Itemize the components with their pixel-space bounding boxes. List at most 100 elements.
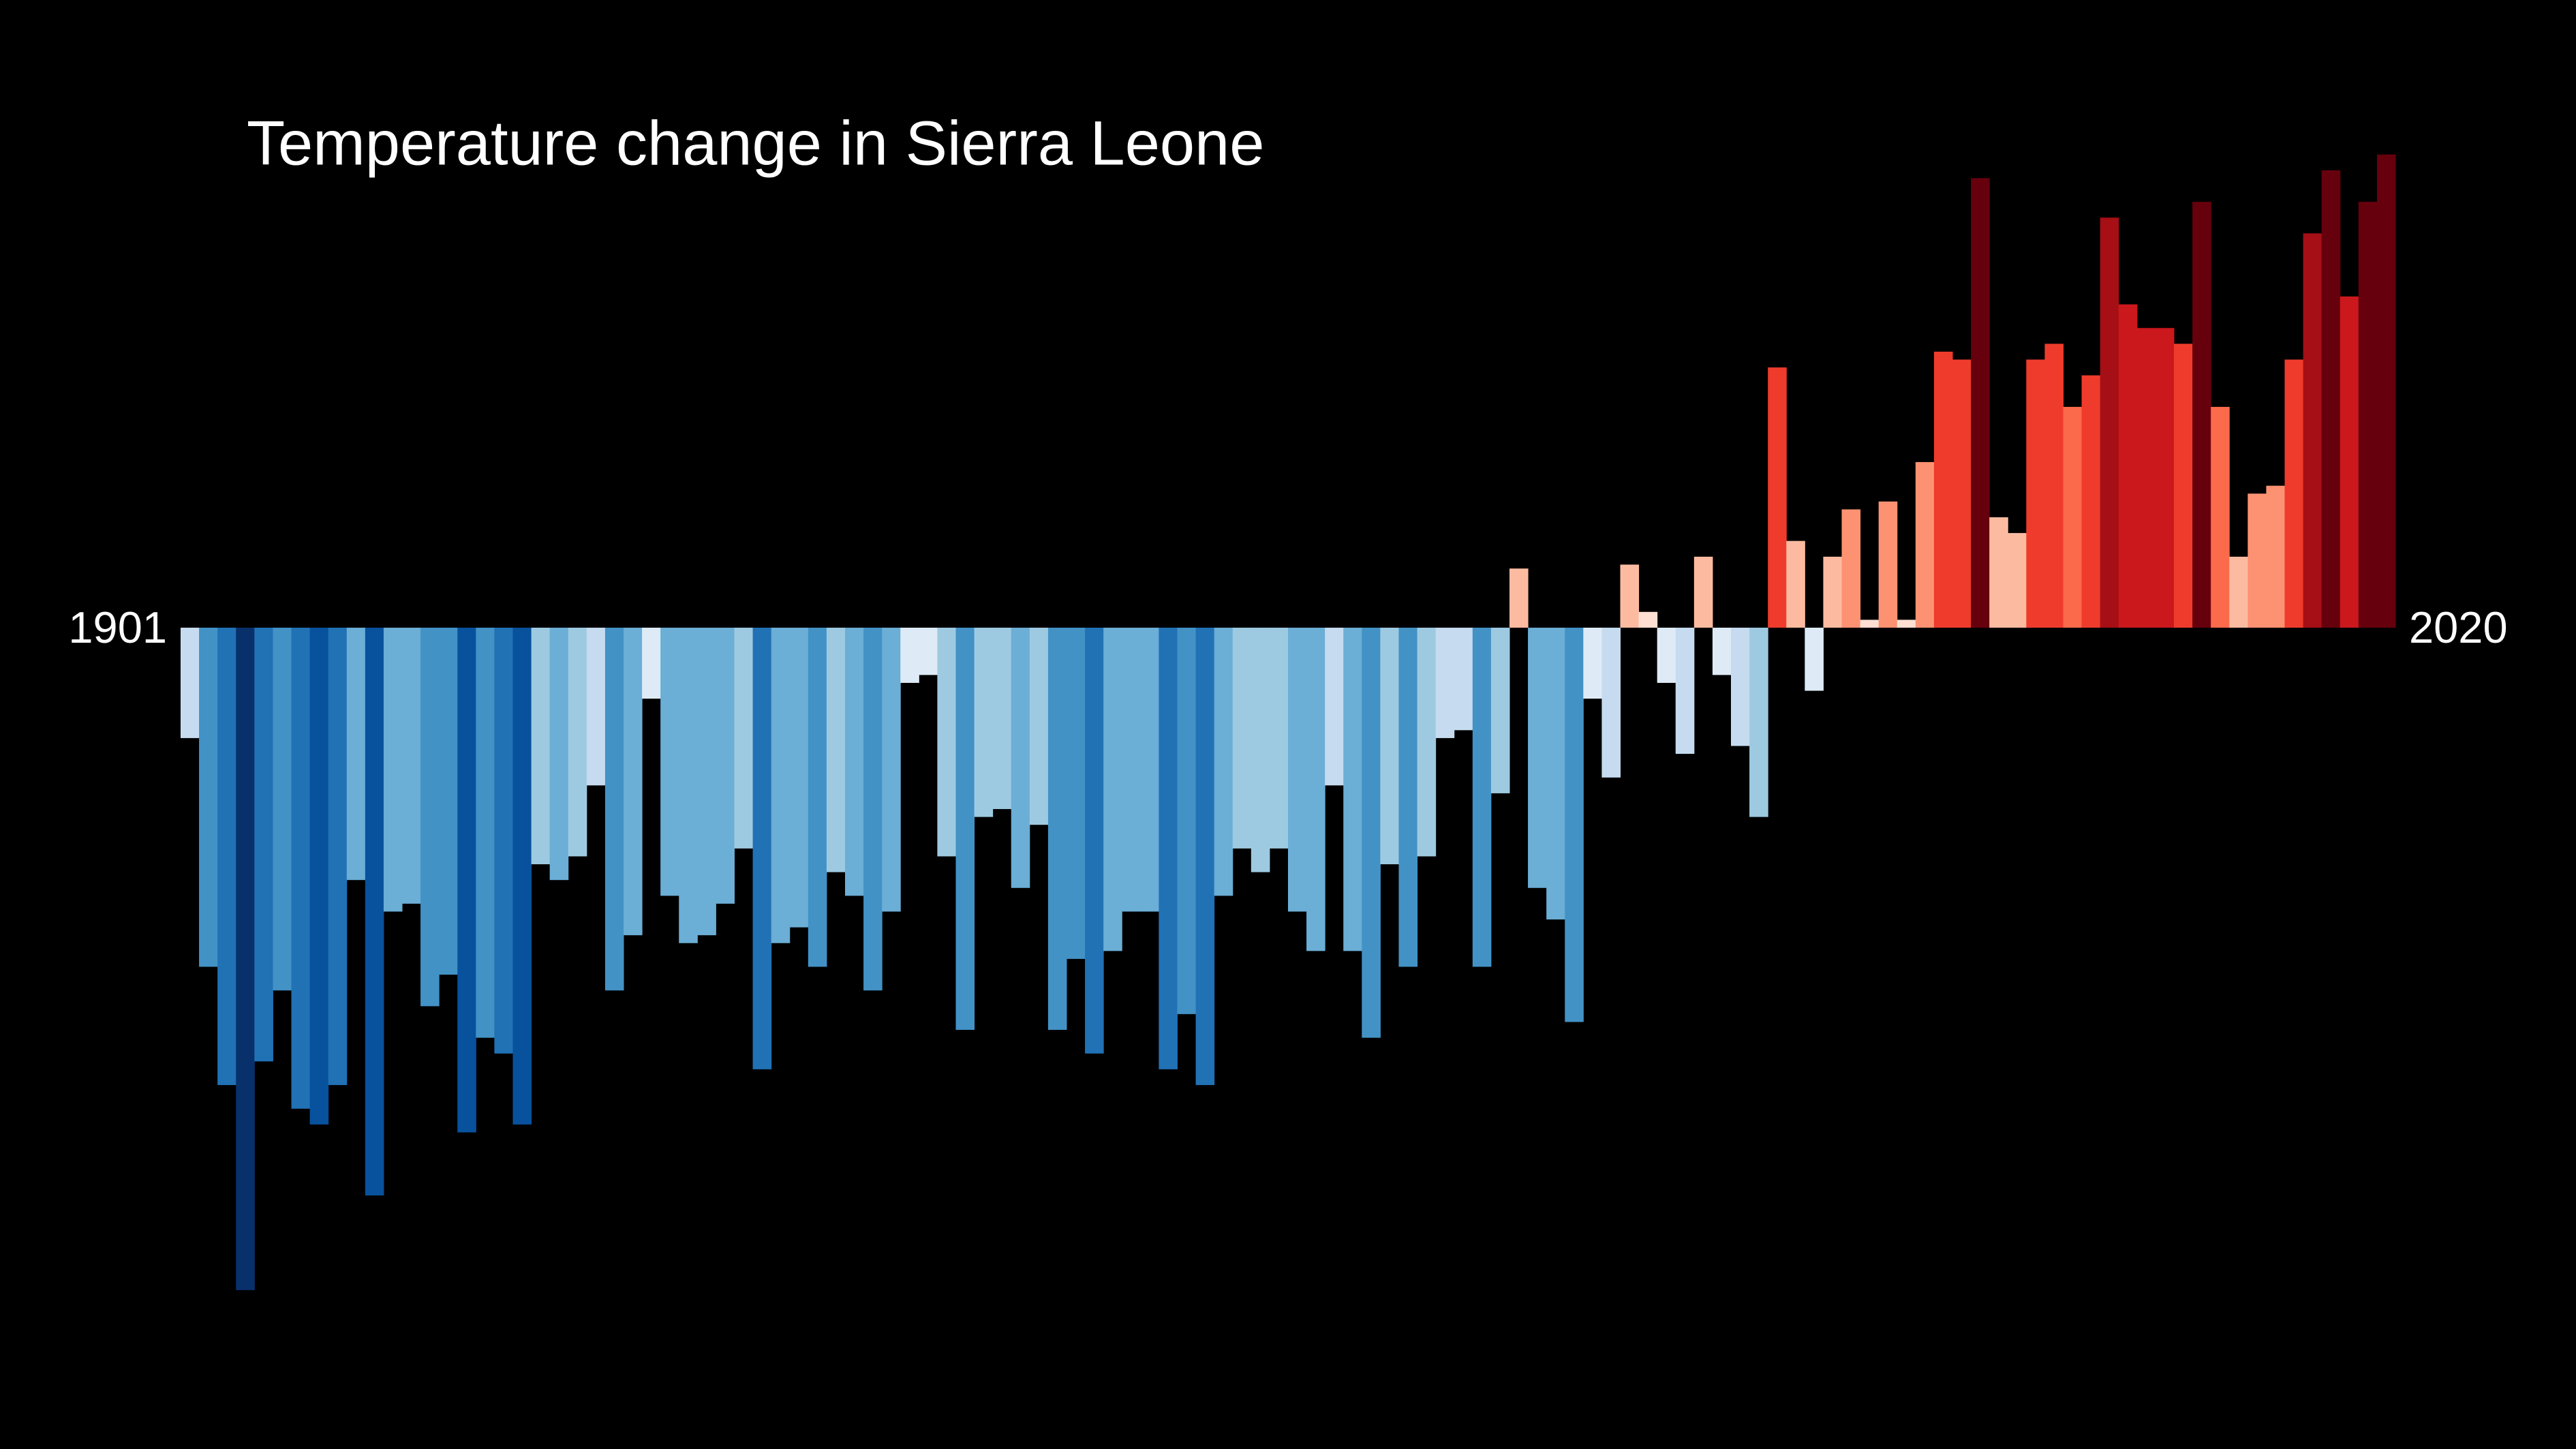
bar: [328, 627, 348, 1086]
bar: [660, 627, 679, 896]
bar: [789, 627, 809, 928]
bar: [604, 627, 624, 991]
bar: [1675, 627, 1695, 754]
bar: [1085, 627, 1104, 1054]
bar: [1878, 501, 1898, 628]
bar: [531, 627, 551, 865]
bar: [2266, 485, 2285, 628]
bar: [1067, 627, 1086, 959]
bar: [365, 627, 384, 1196]
bar: [771, 627, 791, 943]
bar: [1860, 620, 1880, 628]
bar: [2340, 296, 2359, 628]
bar: [1195, 627, 1215, 1086]
bar: [624, 627, 643, 936]
bar: [512, 627, 532, 1125]
bar: [2229, 556, 2248, 628]
bar: [1657, 627, 1676, 683]
bar: [642, 627, 661, 699]
bar: [2192, 202, 2211, 628]
bar: [2008, 533, 2027, 628]
bar: [2063, 406, 2083, 628]
bar: [1583, 627, 1602, 699]
bar: [1509, 568, 1529, 628]
bar: [273, 627, 292, 991]
bar: [2118, 304, 2138, 628]
bar: [1417, 627, 1437, 857]
bar: [2303, 233, 2322, 628]
bar: [199, 627, 218, 967]
bar: [734, 627, 754, 849]
bar: [1011, 627, 1030, 888]
bar: [586, 627, 606, 786]
bar: [1546, 627, 1565, 920]
bar: [1989, 517, 2008, 628]
bar: [863, 627, 883, 991]
bar: [716, 627, 735, 904]
bar: [1768, 367, 1787, 628]
bar: [1159, 627, 1178, 1069]
bar: [1823, 556, 1842, 628]
bar: [1251, 627, 1270, 872]
bar: [826, 627, 846, 872]
bar: [1472, 627, 1492, 967]
bar: [1693, 556, 1713, 628]
bar: [236, 627, 255, 1290]
bar: [217, 627, 236, 1086]
bar: [900, 627, 919, 683]
bar: [1601, 627, 1621, 778]
x-tick-label: 2020: [2409, 603, 2508, 652]
bar: [808, 627, 827, 967]
bar: [1971, 178, 1990, 628]
bar: [752, 627, 772, 1069]
bar: [1122, 627, 1141, 912]
bar: [1047, 627, 1067, 1031]
bar: [1712, 627, 1732, 675]
bar: [1841, 509, 1861, 628]
bar: [1103, 627, 1122, 951]
bar: [2211, 406, 2230, 628]
bar: [2321, 170, 2341, 628]
bar: [402, 627, 421, 904]
bar: [2174, 344, 2193, 628]
x-tick-label: 1901: [68, 603, 167, 652]
bar: [919, 627, 938, 675]
bar: [1288, 627, 1307, 912]
bar: [1398, 627, 1418, 967]
bar: [1029, 627, 1049, 825]
bar: [882, 627, 901, 912]
bar: [1325, 627, 1344, 786]
bar: [845, 627, 864, 896]
bar: [1343, 627, 1362, 951]
bar: [309, 627, 329, 1125]
bar: [2248, 493, 2267, 628]
bar: [937, 627, 956, 857]
bar: [1214, 627, 1233, 896]
bar: [181, 627, 200, 738]
bar: [439, 627, 458, 975]
bar: [1731, 627, 1750, 746]
bar: [1897, 620, 1916, 628]
bar: [1620, 564, 1640, 628]
bar: [420, 627, 440, 1007]
chart-title: Temperature change in Sierra Leone: [247, 108, 1264, 178]
bar: [697, 627, 716, 936]
bar: [1933, 351, 1953, 628]
bar: [974, 627, 994, 817]
bar: [1749, 627, 1768, 817]
bar: [1177, 627, 1197, 1014]
bar: [955, 627, 975, 1031]
bar: [1786, 540, 1805, 628]
bar: [1638, 611, 1658, 628]
bar: [457, 627, 476, 1133]
bar: [2155, 328, 2175, 628]
bar: [992, 627, 1012, 810]
bar: [1435, 627, 1455, 738]
bar: [291, 627, 311, 1109]
bar: [494, 627, 513, 1054]
bar: [1490, 627, 1510, 793]
bar: [254, 627, 273, 1062]
bar: [2376, 154, 2396, 628]
bar: [568, 627, 587, 857]
